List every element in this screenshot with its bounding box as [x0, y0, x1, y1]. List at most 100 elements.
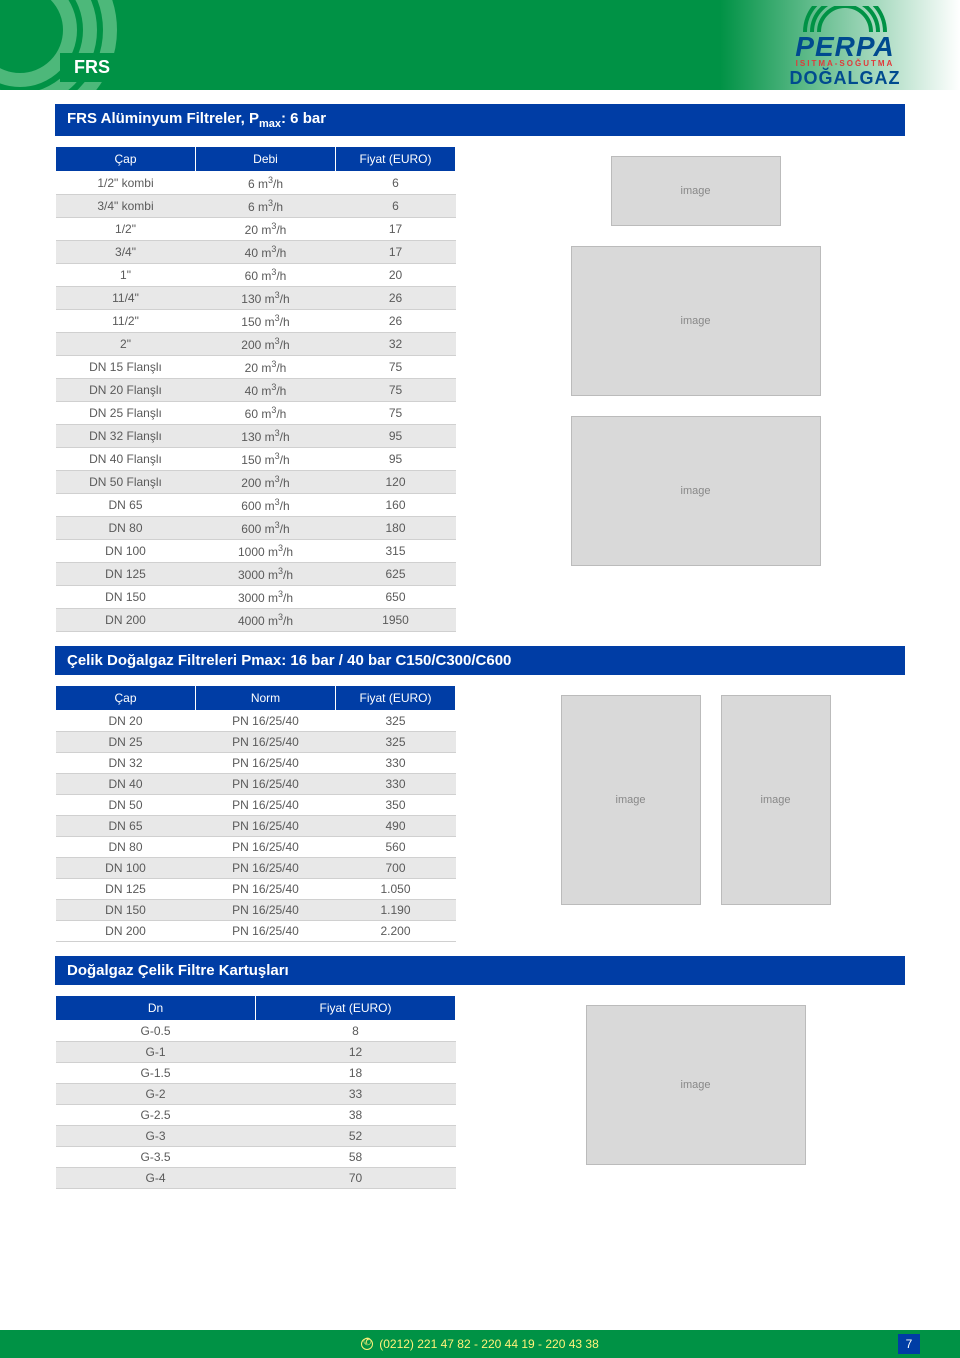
table-cell: G-3: [56, 1126, 256, 1147]
table-cell: 58: [256, 1147, 456, 1168]
table-row: DN 80600 m3/h180: [56, 517, 456, 540]
table-cell: 40 m3/h: [196, 379, 336, 402]
table-cell: 1.050: [336, 879, 456, 900]
table-cell: 1950: [336, 609, 456, 632]
table-cell: PN 16/25/40: [196, 816, 336, 837]
table-row: DN 150PN 16/25/401.190: [56, 900, 456, 921]
table-cell: 700: [336, 858, 456, 879]
table-cell: DN 40: [56, 774, 196, 795]
table-cell: DN 50: [56, 795, 196, 816]
table-cell: 6 m3/h: [196, 195, 336, 218]
product-image-steel-filter-green: image: [721, 695, 831, 905]
table-row: G-352: [56, 1126, 456, 1147]
table-cell: 150 m3/h: [196, 310, 336, 333]
table-cell: PN 16/25/40: [196, 711, 336, 732]
section-title-steel-filters: Çelik Doğalgaz Filtreleri Pmax: 16 bar /…: [55, 646, 905, 675]
brand-logo: PERPA ISITMA-SOĞUTMA DOĞALGAZ: [770, 6, 920, 89]
table-cell: 600 m3/h: [196, 494, 336, 517]
table-cell: 3/4" kombi: [56, 195, 196, 218]
table-cell: DN 65: [56, 494, 196, 517]
table-row: G-1.518: [56, 1063, 456, 1084]
page-footer: (0212) 221 47 82 - 220 44 19 - 220 43 38…: [0, 1330, 960, 1358]
table-cell: 1/2" kombi: [56, 172, 196, 195]
logo-arc-icon: [770, 6, 920, 34]
table-cell: DN 50 Flanşlı: [56, 471, 196, 494]
table-cell: 1000 m3/h: [196, 540, 336, 563]
table-cell: 6: [336, 172, 456, 195]
table-cell: 38: [256, 1105, 456, 1126]
table-row: G-2.538: [56, 1105, 456, 1126]
table-cell: 95: [336, 425, 456, 448]
table-cell: 130 m3/h: [196, 287, 336, 310]
table-cell: 20 m3/h: [196, 356, 336, 379]
product-images-col-3: image: [486, 995, 905, 1165]
table-cell: G-1.5: [56, 1063, 256, 1084]
table-cell: DN 100: [56, 540, 196, 563]
table-cell: 6: [336, 195, 456, 218]
table-cell: 17: [336, 218, 456, 241]
table-cell: PN 16/25/40: [196, 837, 336, 858]
table-row: G-3.558: [56, 1147, 456, 1168]
table-cell: DN 25: [56, 732, 196, 753]
table-cell: DN 125: [56, 879, 196, 900]
table-cell: 350: [336, 795, 456, 816]
table-row: DN 100PN 16/25/40700: [56, 858, 456, 879]
table-cell: 52: [256, 1126, 456, 1147]
table-cell: G-2: [56, 1084, 256, 1105]
category-tab: FRS: [60, 53, 124, 82]
table-row: DN 25 Flanşlı60 m3/h75: [56, 402, 456, 425]
table-header-cell: Fiyat (EURO): [256, 996, 456, 1021]
table-row: 3/4" kombi6 m3/h6: [56, 195, 456, 218]
table-row: G-233: [56, 1084, 456, 1105]
table-cell: G-0.5: [56, 1021, 256, 1042]
table-row: DN 80PN 16/25/40560: [56, 837, 456, 858]
table-row: DN 65600 m3/h160: [56, 494, 456, 517]
table-cell: 2.200: [336, 921, 456, 942]
table-cell: 330: [336, 774, 456, 795]
table-row: 1"60 m3/h20: [56, 264, 456, 287]
table-cell: DN 40 Flanşlı: [56, 448, 196, 471]
table-cell: 650: [336, 586, 456, 609]
table-row: DN 1001000 m3/h315: [56, 540, 456, 563]
table-header-cell: Çap: [56, 147, 196, 172]
table-cell: DN 200: [56, 921, 196, 942]
product-image-filter-bodies: image: [571, 246, 821, 396]
table-cell: 120: [336, 471, 456, 494]
table-header-cell: Çap: [56, 686, 196, 711]
table-cell: PN 16/25/40: [196, 858, 336, 879]
table-cell: 1/2": [56, 218, 196, 241]
table-cell: 490: [336, 816, 456, 837]
table-header-cell: Dn: [56, 996, 256, 1021]
table-cell: 75: [336, 379, 456, 402]
product-image-flanged-filter: image: [571, 416, 821, 566]
table-header-cell: Debi: [196, 147, 336, 172]
phone-icon: [361, 1338, 373, 1350]
table-row: 1/2"20 m3/h17: [56, 218, 456, 241]
table-cell: PN 16/25/40: [196, 774, 336, 795]
table-row: DN 65PN 16/25/40490: [56, 816, 456, 837]
table-header-cell: Fiyat (EURO): [336, 686, 456, 711]
table-row: 3/4"40 m3/h17: [56, 241, 456, 264]
table-cell: 75: [336, 356, 456, 379]
table-cell: 1.190: [336, 900, 456, 921]
table-cell: G-1: [56, 1042, 256, 1063]
table-cell: 200 m3/h: [196, 471, 336, 494]
table-cell: 625: [336, 563, 456, 586]
table-cell: 20 m3/h: [196, 218, 336, 241]
table-cell: G-2.5: [56, 1105, 256, 1126]
table-cell: PN 16/25/40: [196, 879, 336, 900]
table-cell: 32: [336, 333, 456, 356]
table-row: 1/2" kombi6 m3/h6: [56, 172, 456, 195]
table-cell: 180: [336, 517, 456, 540]
table-row: G-112: [56, 1042, 456, 1063]
table-cell: 18: [256, 1063, 456, 1084]
table-cell: DN 100: [56, 858, 196, 879]
table-cell: 3/4": [56, 241, 196, 264]
table-cartridges: DnFiyat (EURO)G-0.58G-112G-1.518G-233G-2…: [55, 995, 456, 1189]
table-cell: 130 m3/h: [196, 425, 336, 448]
table-cell: 2": [56, 333, 196, 356]
table-cell: 560: [336, 837, 456, 858]
table-cell: 60 m3/h: [196, 402, 336, 425]
table-cell: 3000 m3/h: [196, 563, 336, 586]
page-number: 7: [898, 1334, 920, 1354]
